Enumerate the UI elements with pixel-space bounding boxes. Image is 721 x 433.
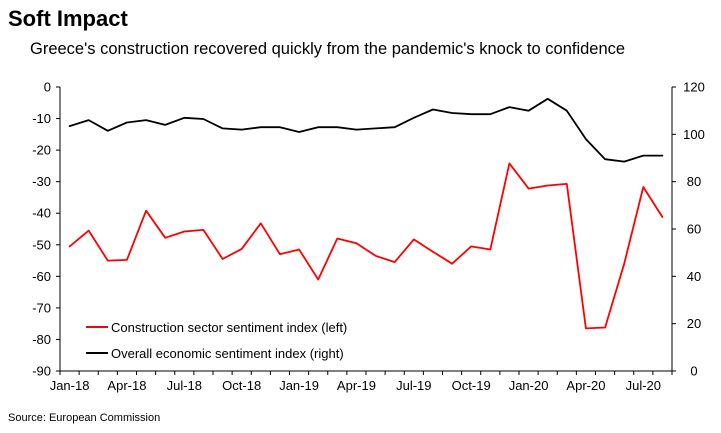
chart-title: Soft Impact — [8, 6, 128, 31]
left-tick-label: -20 — [32, 143, 51, 158]
right-tick-label: 80 — [687, 174, 701, 189]
x-tick-label: Oct-19 — [452, 378, 491, 393]
left-tick-label: 0 — [44, 80, 51, 95]
x-tick-label: Jan-18 — [50, 378, 90, 393]
left-tick-label: -40 — [32, 206, 51, 221]
x-tick-label: Jan-20 — [509, 378, 549, 393]
right-tick-label: 120 — [683, 80, 705, 95]
right-tick-label: 60 — [687, 222, 701, 237]
source-note: Source: European Commission — [8, 412, 161, 424]
left-tick-label: -30 — [32, 174, 51, 189]
left-tick-label: -50 — [32, 237, 51, 252]
right-tick-label: 100 — [683, 127, 705, 142]
legend-label: Overall economic sentiment index (right) — [111, 346, 344, 361]
left-tick-label: -70 — [32, 300, 51, 315]
chart-subtitle: Greece's construction recovered quickly … — [30, 40, 626, 58]
x-tick-label: Jul-18 — [167, 378, 202, 393]
right-tick-label: 20 — [687, 316, 701, 331]
left-tick-label: -90 — [32, 364, 51, 379]
series-lines — [68, 97, 664, 330]
overall-series-line — [68, 97, 664, 163]
x-tick-label: Apr-19 — [337, 378, 376, 393]
x-tick-label: Oct-18 — [222, 378, 261, 393]
right-tick-label: 0 — [690, 364, 697, 379]
x-tick-label: Apr-20 — [566, 378, 605, 393]
x-tick-label: Jul-20 — [626, 378, 661, 393]
left-tick-label: -10 — [32, 111, 51, 126]
left-tick-label: -80 — [32, 332, 51, 347]
axes: 0 -10 -20 -30 -40 -50 -60 -70 -80 -90 0 20 40 60 80 100… — [32, 80, 705, 394]
left-tick-label: -60 — [32, 269, 51, 284]
x-tick-label: Jan-19 — [279, 378, 319, 393]
right-tick-label: 40 — [687, 269, 701, 284]
x-tick-label: Apr-18 — [107, 378, 146, 393]
construction-series-line — [68, 162, 664, 330]
legend: Construction sector sentiment index (lef… — [86, 320, 347, 361]
x-tick-label: Jul-19 — [396, 378, 431, 393]
legend-label: Construction sector sentiment index (lef… — [111, 320, 347, 335]
